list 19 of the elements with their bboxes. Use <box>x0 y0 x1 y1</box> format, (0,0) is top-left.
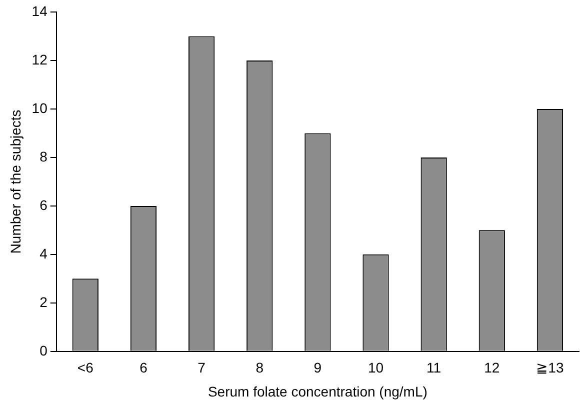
y-tick-label: 2 <box>40 294 48 310</box>
x-tick-label: 9 <box>314 360 322 376</box>
x-tick-label: 12 <box>484 360 500 376</box>
y-tick-label: 10 <box>32 100 48 116</box>
x-tick-label: 11 <box>426 360 442 376</box>
x-tick-label: <6 <box>77 360 94 376</box>
y-tick-label: 6 <box>40 196 48 213</box>
x-axis-title: Serum folate concentration (ng/mL) <box>208 383 428 400</box>
y-tick-label: 4 <box>40 245 48 262</box>
y-tick-label: 8 <box>40 148 48 164</box>
x-tick-label: ≧13 <box>536 360 564 376</box>
x-tick-label: 10 <box>368 360 384 376</box>
y-tick-label: 0 <box>40 342 48 358</box>
y-axis-title: Number of the subjects <box>7 110 24 254</box>
x-tick-label: 6 <box>140 360 148 376</box>
y-tick-label: 12 <box>32 51 48 68</box>
y-tick-label: 14 <box>32 2 48 19</box>
x-tick-label: 7 <box>198 360 206 376</box>
x-tick-label: 8 <box>256 360 264 376</box>
